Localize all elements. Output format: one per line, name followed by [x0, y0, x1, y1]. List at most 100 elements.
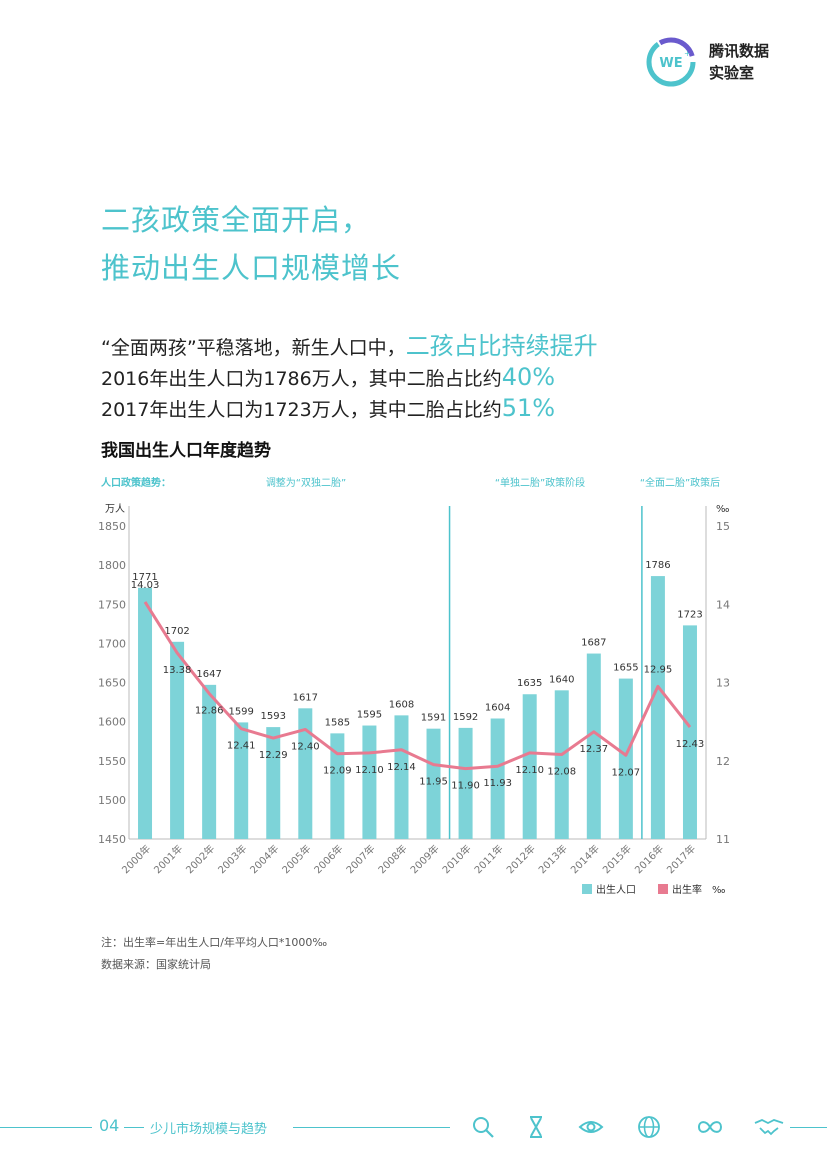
- bar: [554, 690, 569, 839]
- bar: [170, 641, 185, 839]
- birth-rate-line: [143, 601, 692, 771]
- legend-swatch-rate: [658, 884, 668, 894]
- hourglass-icon: [530, 1116, 542, 1138]
- rate-value-label: 11.90: [451, 781, 480, 792]
- y-left-tick: 1800: [98, 559, 126, 572]
- legend-unit-rate: ‰: [712, 885, 725, 896]
- bar: [682, 625, 697, 839]
- x-tick-label: 2004年: [247, 842, 281, 876]
- rate-value-label: 12.86: [195, 705, 224, 716]
- rate-value-label: 11.95: [419, 777, 448, 788]
- bar-value-label: 1702: [164, 626, 189, 637]
- footer-line-right: [790, 1127, 827, 1128]
- bar: [202, 684, 217, 839]
- legend-label-rate: 出生率: [672, 883, 702, 896]
- bar: [138, 587, 153, 839]
- rate-value-label: 12.09: [323, 766, 352, 777]
- section-label: 少儿市场规模与趋势: [150, 1122, 268, 1137]
- bar-value-label: 1723: [677, 609, 702, 620]
- x-tick-label: 2010年: [439, 842, 473, 876]
- y-left-tick: 1600: [98, 716, 126, 729]
- summary-line3: 2017年出生人口为1723万人，其中二胎占比约: [101, 399, 502, 421]
- data-source: 数据来源：国家统计局: [101, 958, 211, 971]
- bar-value-label: 1635: [517, 678, 542, 689]
- bar-value-label: 1608: [389, 699, 414, 710]
- bar-value-label: 1592: [453, 712, 478, 723]
- bar: [618, 678, 633, 839]
- page-number: 04: [99, 1116, 120, 1135]
- x-tick-label: 2007年: [343, 842, 377, 876]
- summary-highlight3: 51%: [501, 394, 556, 422]
- x-tick-label: 2002年: [183, 842, 217, 876]
- summary-highlight2: 40%: [501, 363, 556, 391]
- bar: [362, 725, 377, 839]
- y-left-tick: 1500: [98, 794, 126, 807]
- rate-value-label: 12.07: [612, 767, 641, 778]
- chart-title: 我国出生人口年度趋势: [101, 441, 271, 461]
- y-right-unit: ‰: [716, 504, 729, 515]
- bar-value-label: 1595: [357, 710, 382, 721]
- headline-line1: 二孩政策全面开启，: [101, 203, 372, 237]
- bar-value-label: 1640: [549, 674, 574, 685]
- rate-value-label: 12.37: [579, 744, 608, 755]
- globe-icon: [638, 1116, 660, 1138]
- bar-value-label: 1771: [132, 572, 157, 583]
- rate-value-label: 12.95: [644, 664, 673, 675]
- logo: WE + 腾讯数据 实验室: [643, 34, 783, 90]
- rate-value-label: 12.29: [259, 750, 288, 761]
- summary: “全面两孩”平稳落地，新生人口中，二孩占比持续提升 2016年出生人口为1786…: [101, 332, 598, 425]
- footer-line-mid: [293, 1127, 450, 1128]
- y-right-tick: 13: [716, 677, 730, 690]
- x-tick-label: 2016年: [632, 842, 666, 876]
- y-right-tick: 11: [716, 833, 730, 846]
- eye-icon: [578, 1121, 604, 1133]
- bar-value-label: 1599: [228, 706, 253, 717]
- rate-value-label: 12.14: [387, 762, 416, 773]
- x-tick-label: 2015年: [600, 842, 634, 876]
- handshake-icon: [754, 1119, 784, 1136]
- y-left-tick: 1850: [98, 520, 126, 533]
- infinity-icon: [697, 1121, 723, 1133]
- rate-value-label: 14.03: [131, 580, 160, 591]
- x-tick-label: 2013年: [536, 842, 570, 876]
- bar: [330, 733, 345, 839]
- footer: 04 少儿市场规模与趋势: [0, 1110, 827, 1150]
- policy-label: 人口政策趋势：: [101, 476, 171, 489]
- x-tick-label: 2008年: [375, 842, 409, 876]
- bar: [586, 653, 601, 839]
- x-tick-label: 2006年: [311, 842, 345, 876]
- bar-value-label: 1593: [261, 711, 286, 722]
- formula-note: 注：出生率=年出生人口/年平均人口*1000‰: [101, 936, 328, 949]
- rate-value-label: 11.93: [483, 778, 512, 789]
- summary-line2: 2016年出生人口为1786万人，其中二胎占比约: [101, 368, 502, 390]
- rate-value-label: 12.43: [676, 739, 705, 750]
- summary-highlight1: 二孩占比持续提升: [405, 332, 598, 360]
- x-tick-label: 2005年: [279, 842, 313, 876]
- x-tick-label: 2000年: [119, 842, 153, 876]
- bar-value-label: 1604: [485, 702, 510, 713]
- x-tick-label: 2003年: [215, 842, 249, 876]
- rate-value-label: 12.10: [515, 765, 544, 776]
- rate-value-label: 12.41: [227, 741, 256, 752]
- footer-line-left: [0, 1127, 92, 1128]
- legend-swatch-births: [582, 884, 592, 894]
- bar-value-label: 1591: [421, 713, 446, 724]
- x-tick-label: 2012年: [504, 842, 538, 876]
- notes: 注：出生率=年出生人口/年平均人口*1000‰ 数据来源：国家统计局: [101, 932, 327, 976]
- bar-value-label: 1655: [613, 663, 638, 674]
- y-right-tick: 14: [716, 598, 730, 611]
- summary-line1: “全面两孩”平稳落地，新生人口中，: [101, 337, 406, 359]
- x-tick-label: 2017年: [664, 842, 698, 876]
- bar-value-label: 1585: [325, 717, 350, 728]
- svg-text:+: +: [684, 49, 691, 58]
- legend-label-births: 出生人口: [596, 883, 636, 896]
- bar: [234, 722, 249, 839]
- bar-value-label: 1786: [645, 560, 670, 571]
- rate-value-label: 12.08: [547, 766, 576, 777]
- headline-line2: 推动出生人口规模增长: [101, 251, 402, 285]
- headline: 二孩政策全面开启， 推动出生人口规模增长: [101, 196, 401, 292]
- logo-ring-icon: WE +: [646, 37, 696, 87]
- bar-value-label: 1647: [196, 669, 221, 680]
- policy-phase-label: “单独二胎”政策阶段: [495, 476, 585, 489]
